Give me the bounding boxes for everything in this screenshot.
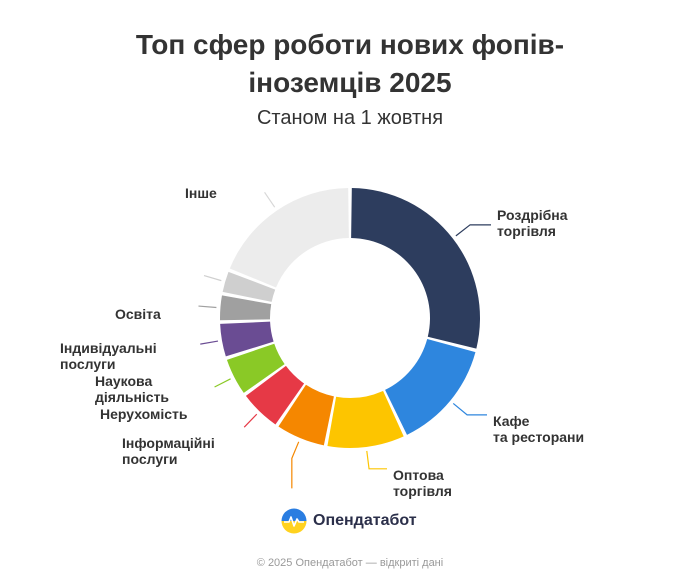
donut-slice-3[interactable] — [278, 384, 334, 446]
donut-slice-2[interactable] — [327, 390, 404, 448]
opendatabot-logo-icon — [281, 508, 307, 534]
donut-slice-8[interactable] — [222, 271, 276, 302]
slice-label-кафе-та-ресторани: Кафе та ресторани — [493, 413, 584, 445]
chart-title-line-2: іноземців 2025 — [248, 67, 452, 98]
slice-label-освіта: Освіта — [115, 306, 161, 322]
donut-chart: Роздрібна торгівля Кафе та ресторани Оптова т… — [60, 185, 584, 499]
chart-title-line-1: Топ сфер роботи нових фопів- — [135, 29, 565, 60]
slice-label-інше: Інше — [185, 185, 217, 201]
leader-line-0 — [455, 224, 491, 237]
leader-line-5 — [214, 378, 231, 388]
leader-line-9 — [264, 191, 276, 208]
donut-slice-7[interactable] — [220, 295, 272, 321]
leader-line-7 — [198, 305, 217, 309]
donut-slice-0[interactable] — [351, 188, 480, 349]
slice-label-наукова-діяльність: Наукова діяльність — [95, 373, 169, 405]
slice-label-нерухомість: Нерухомість — [100, 406, 188, 422]
donut-slice-4[interactable] — [245, 365, 305, 425]
donut-slice-6[interactable] — [220, 321, 274, 357]
leader-line-2 — [366, 450, 387, 470]
leader-line-3 — [291, 441, 300, 489]
leader-line-8 — [203, 275, 222, 282]
chart-subtitle: Станом на 1 жовтня — [256, 107, 444, 129]
donut-slice-1[interactable] — [385, 338, 476, 435]
leader-line-4 — [243, 413, 258, 428]
slice-label-роздрібна-торгівля: Роздрібна торгівля — [497, 207, 568, 239]
slice-label-інформаційні-послуги: Інформаційні послуги — [122, 435, 215, 467]
brand-name: Опендатабот — [313, 512, 417, 529]
slice-label-оптова-торгівля: Оптова торгівля — [393, 467, 452, 499]
chart-title: Топ сфер роботи нових фопів- іноземців 2… — [0, 26, 700, 102]
donut-slice-5[interactable] — [226, 343, 285, 393]
brand: Опендатабот — [281, 507, 417, 535]
leader-line-6 — [200, 340, 219, 345]
donut-slice-9[interactable] — [229, 188, 349, 288]
slice-label-індивідуальні-послуги: Індивідуальні послуги — [60, 340, 157, 372]
footer-copyright: © 2025 Опендатабот — відкриті дані — [256, 557, 444, 569]
leader-line-1 — [452, 402, 487, 416]
